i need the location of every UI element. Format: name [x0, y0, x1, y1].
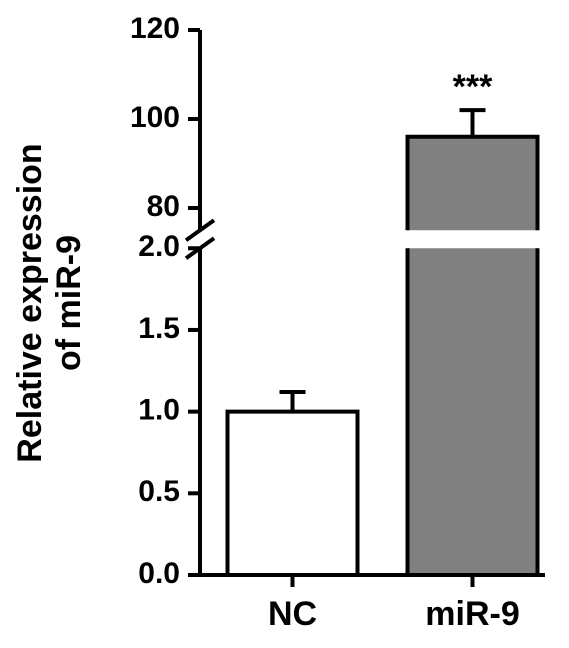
y-tick-label: 2.0 — [138, 230, 180, 263]
y-tick-label: 80 — [147, 190, 180, 223]
y-tick-label: 1.0 — [138, 394, 180, 427]
y-axis-label: Relative expression of miR-9 — [11, 143, 89, 462]
bar-upper-fill — [408, 137, 538, 230]
y-tick-label: 0.5 — [138, 475, 180, 508]
bar-NC — [228, 412, 358, 575]
y-tick-label: 1.5 — [138, 312, 180, 345]
y-axis-label-line1: Relative expression — [11, 143, 49, 462]
significance-annotation: *** — [453, 68, 493, 106]
category-label: NC — [268, 595, 317, 633]
bar-lower-fill — [408, 248, 538, 575]
y-tick-label: 120 — [130, 12, 180, 45]
y-tick-label: 100 — [130, 101, 180, 134]
y-tick-label: 0.0 — [138, 557, 180, 590]
category-label: miR-9 — [425, 595, 519, 633]
y-axis-label-line2: of miR-9 — [50, 235, 88, 371]
expression-bar-chart: 0.0 0.5 1.0 1.5 2.0 80 100 120 NC *** miR-9 Relati… — [0, 0, 569, 648]
